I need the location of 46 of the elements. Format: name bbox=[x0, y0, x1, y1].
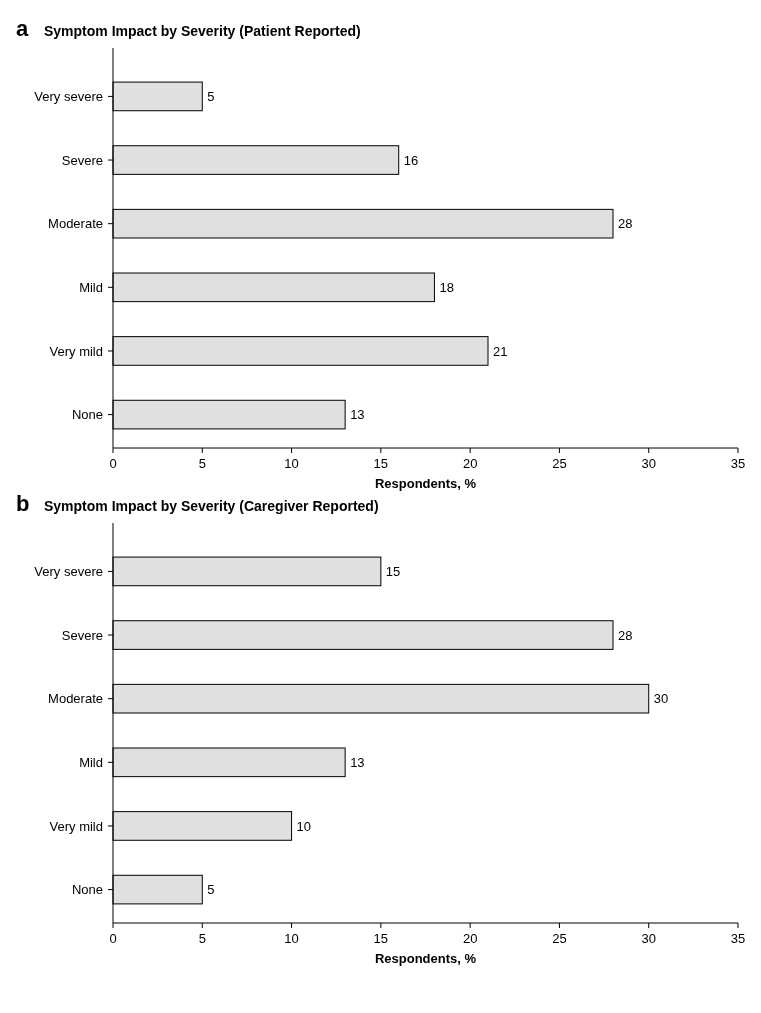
x-tick-label: 35 bbox=[730, 931, 746, 946]
x-tick-label: 35 bbox=[730, 456, 746, 471]
data-label: 28 bbox=[618, 216, 633, 232]
y-tick-label: Severe bbox=[61, 627, 103, 643]
data-label: 5 bbox=[207, 882, 215, 898]
y-tick-label: Very mild bbox=[49, 818, 103, 834]
text: a bbox=[16, 16, 29, 41]
data-label: 16 bbox=[403, 152, 419, 168]
x-tick-label: 15 bbox=[373, 456, 389, 471]
y-tick-label: Moderate bbox=[48, 691, 103, 707]
y-tick-label: None bbox=[71, 882, 103, 898]
x-tick-label: 25 bbox=[552, 456, 567, 471]
y-tick-label: Moderate bbox=[48, 216, 103, 232]
chart-title: Symptom Impact by Severity (Patient Reported) bbox=[44, 23, 361, 39]
x-tick-label: 25 bbox=[552, 931, 567, 946]
data-label: 13 bbox=[350, 754, 365, 770]
x-tick-label: 20 bbox=[462, 456, 478, 471]
x-tick-label: 10 bbox=[284, 931, 299, 946]
y-tick-label: Mild bbox=[79, 279, 103, 295]
y-tick-label: Mild bbox=[79, 754, 103, 770]
data-label: 10 bbox=[296, 818, 312, 834]
data-label: 15 bbox=[385, 563, 401, 579]
data-label: 13 bbox=[350, 407, 365, 423]
x-tick-label: 30 bbox=[641, 456, 656, 471]
data-label: 5 bbox=[207, 88, 215, 104]
data-label: 28 bbox=[618, 627, 633, 643]
x-tick-label: 30 bbox=[641, 931, 656, 946]
x-tick-label: 15 bbox=[373, 931, 389, 946]
x-tick-label: 10 bbox=[284, 456, 299, 471]
x-tick-label: 0 bbox=[109, 456, 117, 471]
x-tick-label: 5 bbox=[198, 456, 206, 471]
y-tick-label: Very mild bbox=[49, 343, 103, 359]
y-tick-label: Very severe bbox=[34, 563, 103, 579]
data-label: 21 bbox=[493, 343, 508, 359]
x-axis-title: Respondents, % bbox=[374, 476, 477, 491]
data-label: 18 bbox=[439, 279, 454, 295]
x-tick-label: 20 bbox=[462, 931, 478, 946]
text: b bbox=[16, 491, 30, 516]
y-tick-label: None bbox=[71, 407, 103, 423]
y-tick-label: Severe bbox=[61, 152, 103, 168]
x-axis-title: Respondents, % bbox=[374, 951, 477, 966]
chart-title: Symptom Impact by Severity (Caregiver Reported) bbox=[44, 498, 379, 514]
data-label: 30 bbox=[653, 691, 669, 707]
x-tick-label: 5 bbox=[198, 931, 206, 946]
x-tick-label: 0 bbox=[109, 931, 117, 946]
y-tick-label: Very severe bbox=[34, 88, 103, 104]
